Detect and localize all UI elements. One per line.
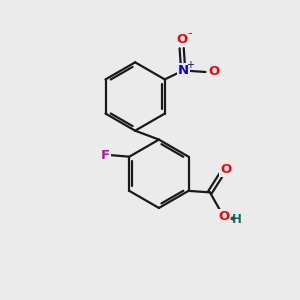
Text: -: -: [188, 27, 192, 40]
Text: O: O: [220, 163, 231, 176]
Text: N: N: [178, 64, 189, 77]
Text: O: O: [208, 65, 219, 79]
Text: O: O: [176, 33, 187, 46]
Text: +: +: [186, 60, 194, 70]
Text: F: F: [101, 149, 110, 162]
Text: O: O: [218, 210, 230, 223]
Text: H: H: [232, 213, 242, 226]
